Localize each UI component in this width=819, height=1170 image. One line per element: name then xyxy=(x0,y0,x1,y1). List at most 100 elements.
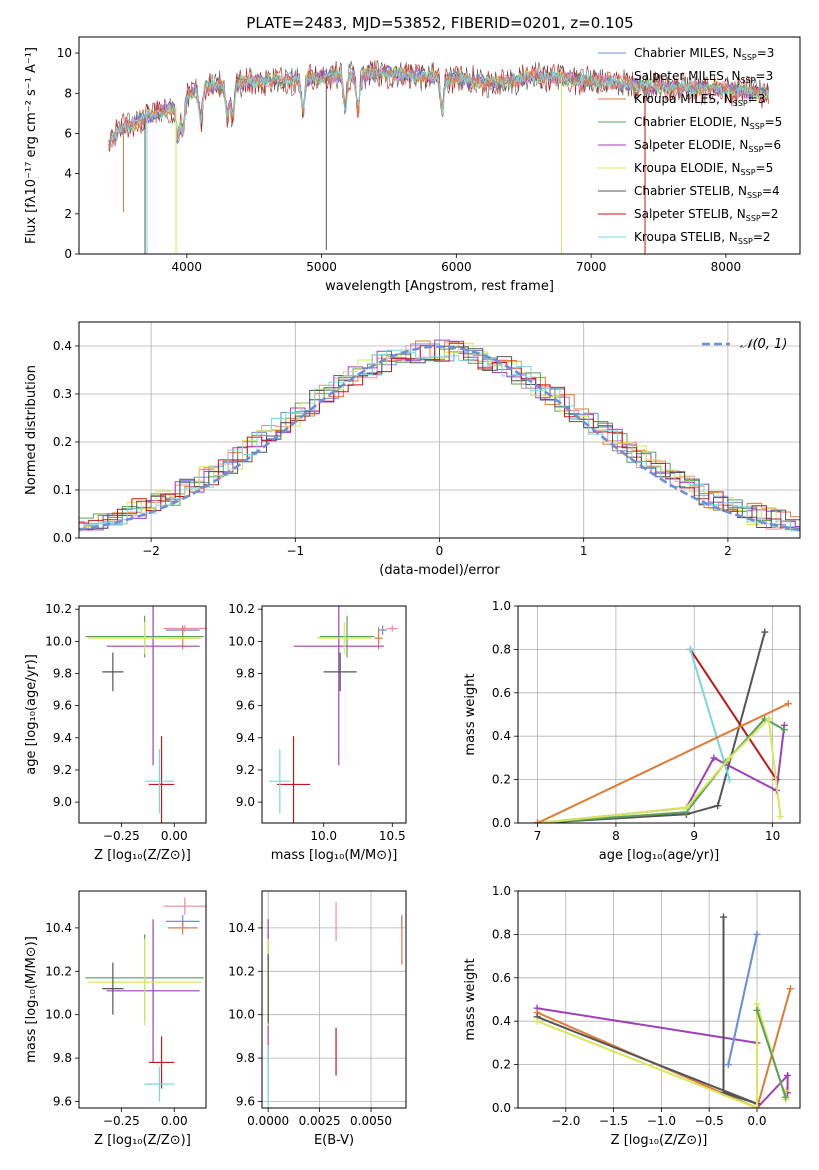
y-tick-label: 1.0 xyxy=(492,599,511,613)
y-tick-label: 6 xyxy=(64,126,72,140)
series-marker xyxy=(753,1006,761,1014)
error-bar-point xyxy=(106,606,200,766)
series-marker xyxy=(782,1093,790,1101)
error-bar-point xyxy=(323,652,357,692)
error-bar-point xyxy=(144,749,175,814)
plot-area xyxy=(108,59,769,254)
plot-area xyxy=(533,913,794,1108)
error-bar-point xyxy=(386,625,398,632)
legend-label: Kroupa ELODIE, NSSP=5 xyxy=(634,161,773,177)
plot-area xyxy=(534,628,792,823)
x-tick-label: 8000 xyxy=(711,260,742,274)
y-tick-label: 10.2 xyxy=(228,964,255,978)
series-marker xyxy=(753,1104,761,1108)
y-tick-label: 10.2 xyxy=(45,602,72,616)
y-tick-label: 0.2 xyxy=(492,773,511,787)
x-tick-label: −1.0 xyxy=(647,1114,676,1128)
legend-label: Salpeter MILES, NSSP=3 xyxy=(634,69,773,85)
x-tick-label: −2.0 xyxy=(551,1114,580,1128)
age-vs-mass-panel: 10.0 10.5 9.0 9.2 9.4 9.6 9.8 10.0 10.2 mass [log… xyxy=(228,602,407,863)
x-axis-label: (data-model)/error xyxy=(379,563,500,578)
plot-area xyxy=(267,901,403,1106)
x-axis-label: age [log₁₀(age/yr)] xyxy=(599,848,720,863)
x-axis-label: E(B-V) xyxy=(314,1133,354,1148)
y-tick-label: 10.4 xyxy=(45,921,72,935)
y-tick-label: 10 xyxy=(57,46,72,60)
x-tick-label: 2 xyxy=(724,544,732,558)
y-tick-label: 10.2 xyxy=(228,602,255,616)
histogram-step xyxy=(79,345,800,530)
plot-area xyxy=(85,606,206,823)
error-bar-point xyxy=(87,938,202,1026)
y-axis-label: age [log₁₀(age/yr)] xyxy=(24,654,39,775)
legend: Chabrier MILES, NSSP=3 Salpeter MILES, NS… xyxy=(598,46,782,246)
age-vs-metallicity-panel: −0.25 0.00 9.0 9.2 9.4 9.6 9.8 10.0 10.2 Z [log₁₀… xyxy=(24,602,207,863)
normal-curve xyxy=(79,345,800,531)
axes-frame xyxy=(78,890,207,1109)
y-axis-label: mass weight xyxy=(463,673,478,755)
x-tick-label: 7 xyxy=(534,829,542,843)
x-axis-label: mass [log₁₀(M/M⊙)] xyxy=(271,848,398,863)
axes-frame xyxy=(261,890,407,1109)
series-marker xyxy=(753,1000,761,1008)
y-tick-label: 0.0 xyxy=(492,816,511,830)
error-bar-point xyxy=(102,652,124,692)
axes-frame xyxy=(517,605,801,824)
series-line xyxy=(537,702,789,823)
x-tick-label: −1 xyxy=(286,544,304,558)
series-marker xyxy=(682,804,690,812)
y-tick-label: 0.0 xyxy=(492,1101,511,1115)
legend-label: Kroupa STELIB, NSSP=2 xyxy=(634,230,771,246)
axes-frame xyxy=(517,890,801,1109)
series-line xyxy=(536,1007,758,1044)
error-bar-point xyxy=(163,625,206,632)
y-tick-label: 9.4 xyxy=(236,731,255,745)
series-marker xyxy=(780,726,788,734)
error-bar-point xyxy=(319,615,375,658)
x-tick-label: −0.25 xyxy=(103,829,140,843)
residuals-panel: −2 −1 0 1 2 0.0 0.1 0.2 0.3 0.4 (data-model)/error… xyxy=(24,321,801,578)
x-tick-label: 10 xyxy=(765,829,780,843)
error-bar-point xyxy=(148,1036,175,1089)
x-tick-label: 0.0025 xyxy=(299,1114,341,1128)
series-marker xyxy=(726,754,733,762)
series-line xyxy=(689,648,778,781)
x-axis-label: wavelength [Angstrom, rest frame] xyxy=(325,279,554,294)
series-marker xyxy=(776,812,784,820)
y-tick-label: 0 xyxy=(64,247,72,261)
x-tick-label: 9 xyxy=(690,829,698,843)
x-tick-label: 0.00 xyxy=(161,1114,188,1128)
x-axis-label: Z [log₁₀(Z/Z⊙)] xyxy=(94,1133,191,1148)
y-axis-label: Normed distribution xyxy=(24,365,39,495)
series-marker xyxy=(710,754,718,762)
legend-label: Chabrier STELIB, NSSP=4 xyxy=(634,184,780,200)
x-tick-label: −2 xyxy=(142,544,160,558)
error-bar-point xyxy=(87,622,202,655)
y-axis-label: mass weight xyxy=(463,958,478,1040)
y-tick-label: 0.2 xyxy=(53,435,72,449)
y-tick-label: 9.2 xyxy=(236,763,255,777)
y-tick-label: 10.0 xyxy=(45,1008,72,1022)
legend-label: Salpeter ELODIE, NSSP=6 xyxy=(634,138,781,154)
x-tick-label: 10.0 xyxy=(310,829,337,843)
mass-weight-vs-age-panel: 7 8 9 10 0.0 0.2 0.4 0.6 0.8 1.0 age [log₁₀(age/yr… xyxy=(463,599,801,863)
error-bar-point xyxy=(144,1066,175,1102)
x-tick-label: −1.5 xyxy=(599,1114,628,1128)
x-tick-label: 8 xyxy=(612,829,620,843)
figure-title: PLATE=2483, MJD=53852, FIBERID=0201, z=0… xyxy=(246,14,633,32)
x-tick-label: −0.25 xyxy=(103,1114,140,1128)
y-tick-label: 0.8 xyxy=(492,927,511,941)
legend: 𝒩(0, 1) xyxy=(702,337,787,352)
series-marker xyxy=(765,715,773,723)
x-tick-label: 0.0 xyxy=(747,1114,766,1128)
legend-label: 𝒩(0, 1) xyxy=(740,337,787,352)
axes-frame xyxy=(78,36,801,255)
x-tick-label: 5000 xyxy=(306,260,337,274)
error-bar-point xyxy=(268,749,291,814)
plot-area xyxy=(79,339,800,532)
y-tick-label: 10.0 xyxy=(228,634,255,648)
y-tick-label: 0.6 xyxy=(492,971,511,985)
y-tick-label: 9.0 xyxy=(53,795,72,809)
x-axis-label: Z [log₁₀(Z/Z⊙)] xyxy=(611,1133,708,1148)
